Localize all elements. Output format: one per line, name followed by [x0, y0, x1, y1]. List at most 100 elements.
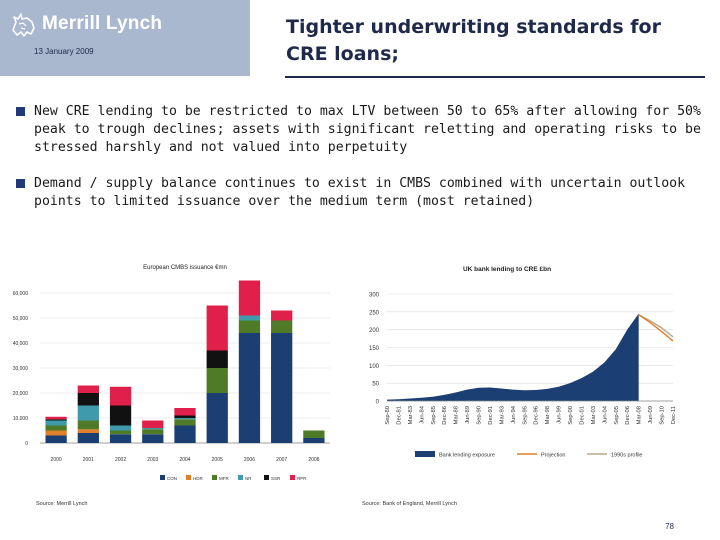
bar-segment — [45, 435, 67, 443]
bar-segment — [303, 438, 325, 443]
x-tick-label: Mar-83 — [408, 406, 414, 424]
x-tick-label: Jun-04 — [602, 405, 608, 424]
bar-segment — [109, 386, 132, 406]
bullet-text: New CRE lending to be restricted to max … — [34, 104, 701, 155]
y-tick-label: 10,000 — [13, 416, 29, 422]
bar-segment — [206, 305, 228, 351]
y-tick-label: 30,000 — [13, 366, 29, 372]
x-tick-label: Dec-91 — [488, 406, 494, 425]
legend-label: CON — [167, 476, 177, 481]
bull-icon — [12, 13, 35, 37]
y-tick-label: 100 — [369, 364, 380, 370]
x-tick-label: Mar-93 — [499, 406, 505, 424]
bullet-list: New CRE lending to be restricted to max … — [14, 103, 704, 229]
brand-panel: Merrill Lynch 13 January 2009 — [0, 0, 250, 76]
line-series — [638, 314, 674, 342]
x-tick-label: 2008 — [308, 457, 319, 463]
x-tick-label: Mar-88 — [454, 406, 460, 424]
legend-swatch — [415, 451, 435, 457]
brand-name: Merrill Lynch — [42, 13, 163, 34]
y-tick-label: 40,000 — [13, 341, 29, 347]
line-series — [638, 314, 674, 338]
bar-segment — [45, 420, 67, 426]
legend-swatch — [160, 475, 165, 480]
bar-segment — [109, 434, 132, 443]
bar-segment — [271, 310, 293, 321]
x-tick-label: 2004 — [179, 457, 190, 463]
y-tick-label: 60,000 — [13, 291, 29, 297]
bar-segment — [238, 333, 261, 443]
legend-label: RPR — [297, 476, 307, 481]
bar-segment — [77, 420, 99, 430]
y-tick-label: 250 — [369, 310, 380, 316]
x-tick-label: 2001 — [83, 457, 94, 463]
bar-segment — [109, 405, 132, 426]
y-tick-label: 0 — [25, 441, 28, 447]
bar-segment — [142, 429, 164, 435]
source-note-left: Source: Merrill Lynch — [36, 501, 88, 507]
page-title: Tighter underwriting standards for CRE l… — [286, 16, 661, 65]
x-tick-label: Dec-81 — [396, 406, 402, 425]
bar-segment — [45, 430, 67, 436]
square-bullet-icon — [16, 179, 25, 188]
bar-segment — [77, 393, 99, 406]
cmbs-issuance-chart: European CMBS issuance €mn 0 10,000 20,000 3… — [13, 265, 330, 481]
bar-segment — [271, 333, 293, 443]
x-tick-label: Sep-80 — [385, 406, 391, 425]
x-tick-label: Mar-98 — [545, 406, 551, 424]
legend-label: Projection — [541, 453, 565, 459]
bar-segment — [45, 416, 67, 420]
source-note-right: Source: Bank of England, Merrill Lynch — [362, 501, 457, 507]
bar-segment — [142, 434, 164, 443]
bar-segment — [77, 433, 99, 443]
area-series — [387, 313, 639, 401]
bar-segment — [303, 430, 325, 438]
bar-segment — [109, 425, 132, 431]
x-tick-label: Jun-94 — [511, 405, 517, 424]
legend-label: HDR — [193, 476, 203, 481]
x-tick-label: Dec-86 — [442, 406, 448, 425]
page-number: 78 — [665, 522, 674, 531]
x-tick-label: Sep-85 — [431, 406, 437, 425]
bar-segment — [238, 320, 261, 333]
legend-label: MFR — [219, 476, 229, 481]
legend-label: NR — [245, 476, 252, 481]
bar-segment — [142, 420, 164, 428]
bullet-item: Demand / supply balance continues to exi… — [14, 175, 704, 211]
bullet-item: New CRE lending to be restricted to max … — [14, 103, 704, 157]
title-divider — [285, 76, 705, 78]
bar-segment — [238, 315, 261, 321]
y-tick-label: 0 — [376, 400, 380, 406]
y-tick-label: 50,000 — [13, 316, 29, 322]
legend-label: Bank lending exposure — [439, 453, 495, 459]
bar-segment — [77, 405, 99, 421]
legend-label: 1990s profile — [611, 453, 643, 459]
legend-swatch — [238, 475, 243, 480]
x-tick-label: Dec-06 — [625, 406, 631, 425]
x-tick-label: Sep-95 — [522, 406, 528, 425]
x-tick-label: 2005 — [212, 457, 223, 463]
bar-segment — [238, 280, 261, 316]
x-tick-label: Dec-96 — [534, 406, 540, 425]
legend-label: SSR — [271, 476, 281, 481]
bar-segment — [77, 429, 99, 433]
legend-swatch — [290, 475, 295, 480]
y-tick-label: 300 — [369, 293, 380, 299]
x-tick-label: Dec-01 — [579, 406, 585, 425]
bar-segment — [45, 419, 67, 421]
date-label: 13 January 2009 — [34, 47, 94, 56]
x-tick-label: Jun-89 — [465, 406, 471, 424]
chart-title: European CMBS issuance €mn — [143, 265, 227, 271]
bar-segment — [142, 428, 164, 430]
bar-segment — [174, 425, 196, 443]
x-tick-label: Mar-03 — [591, 406, 597, 424]
bar-segment — [271, 320, 293, 333]
x-tick-label: Sep-90 — [477, 406, 483, 425]
x-tick-label: 2007 — [276, 457, 287, 463]
bar-segment — [174, 418, 196, 420]
bar-segment — [206, 393, 228, 443]
bar-segment — [174, 408, 196, 416]
legend-swatch — [212, 475, 217, 480]
bar-segment — [109, 430, 132, 435]
x-tick-label: 2006 — [244, 457, 255, 463]
